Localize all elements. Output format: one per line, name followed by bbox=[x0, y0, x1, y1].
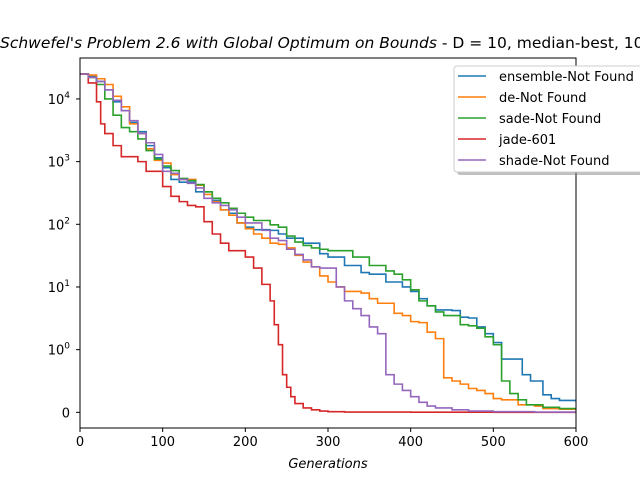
y-tick-label: 101 bbox=[48, 279, 70, 296]
x-tick-label: 0 bbox=[76, 435, 84, 450]
y-tick-label: 0 bbox=[62, 406, 70, 421]
x-axis-label: Generations bbox=[288, 457, 368, 472]
legend: ensemble-Not Found de-Not Found sade-Not F… bbox=[453, 65, 640, 175]
legend-box bbox=[453, 65, 640, 173]
legend-label: de-Not Found bbox=[499, 91, 587, 106]
svg-text:Schwefel's Problem 2.6 with Gl: Schwefel's Problem 2.6 with Global Optim… bbox=[0, 34, 640, 52]
legend-item: de-Not Found bbox=[458, 91, 587, 106]
y-axis: 0 100 101 102 103 104 bbox=[48, 91, 80, 421]
x-tick-label: 100 bbox=[150, 435, 175, 450]
legend-item: shade-Not Found bbox=[458, 154, 610, 169]
legend-label: shade-Not Found bbox=[499, 154, 610, 169]
legend-label: ensemble-Not Found bbox=[499, 70, 634, 85]
legend-item: sade-Not Found bbox=[458, 112, 601, 127]
y-tick-label: 103 bbox=[48, 154, 70, 171]
legend-item: jade-601 bbox=[458, 133, 556, 148]
legend-label: jade-601 bbox=[498, 133, 556, 148]
legend-label: sade-Not Found bbox=[499, 112, 601, 127]
series-lines bbox=[80, 73, 576, 414]
legend-item: ensemble-Not Found bbox=[458, 70, 634, 85]
y-tick-label: 100 bbox=[48, 342, 71, 359]
y-tick-label: 104 bbox=[48, 91, 71, 108]
x-tick-label: 400 bbox=[398, 435, 423, 450]
series-line-4 bbox=[80, 73, 576, 413]
y-tick-label: 102 bbox=[48, 216, 70, 233]
x-axis: 0 100 200 300 400 500 600 bbox=[76, 428, 589, 450]
x-tick-label: 200 bbox=[233, 435, 258, 450]
chart-title: Schwefel's Problem 2.6 with Global Optim… bbox=[0, 34, 640, 52]
chart-title-rest: - D = 10, median-best, 10 bbox=[437, 34, 640, 52]
x-tick-label: 300 bbox=[316, 435, 341, 450]
series-line-3 bbox=[80, 73, 576, 414]
x-tick-label: 500 bbox=[481, 435, 506, 450]
x-tick-label: 600 bbox=[564, 435, 589, 450]
chart-title-math: Schwefel's Problem 2.6 with Global Optim… bbox=[0, 34, 437, 52]
